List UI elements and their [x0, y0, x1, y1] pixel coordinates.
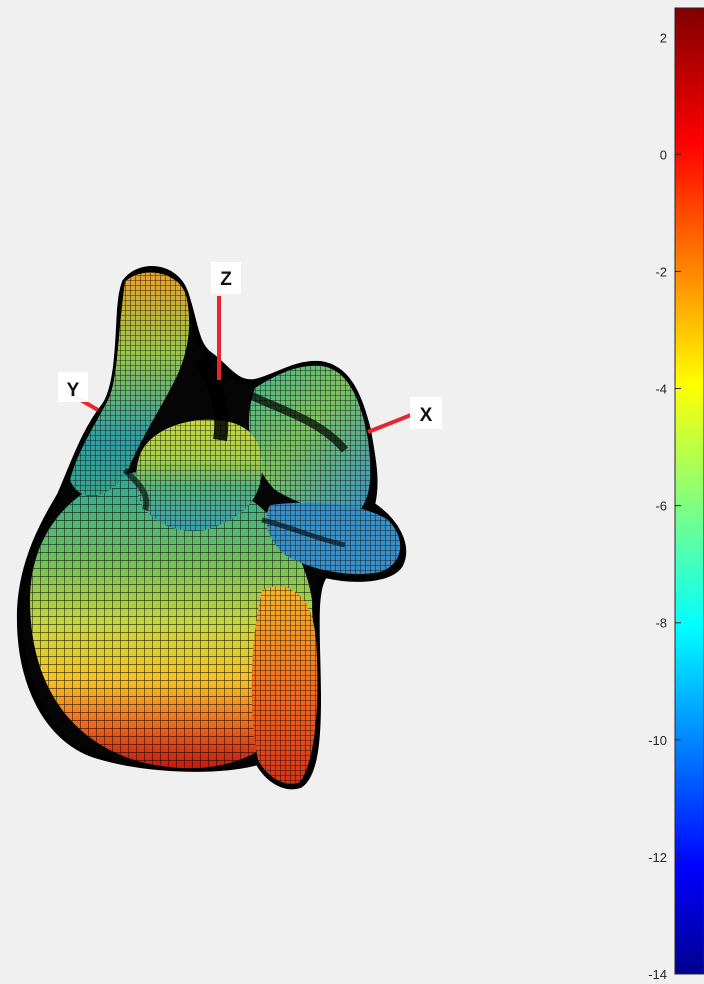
colorbar-tick-label: -2: [655, 264, 667, 279]
x-axis-label: X: [420, 405, 433, 426]
x-axis-line: [367, 411, 417, 434]
y-axis-label: Y: [67, 380, 80, 401]
colorbar-tick-label: -8: [655, 616, 667, 631]
z-axis-label: Z: [220, 269, 232, 290]
colorbar-tick-label: -4: [655, 382, 667, 397]
colorbar: 2 0 -2 -4 -6 -8 -10 -12 -14: [648, 7, 704, 982]
colorbar-tick-label: -14: [648, 967, 667, 982]
colorbar-tick-label: -10: [648, 733, 667, 748]
colorbar-tick-label: 0: [660, 147, 667, 162]
axes-triad: Z X Y: [58, 262, 442, 434]
colorbar-tick-label: 2: [660, 30, 667, 45]
colorbar-tick-label: -6: [655, 499, 667, 514]
colorbar-ticks: 2 0 -2 -4 -6 -8 -10 -12 -14: [648, 30, 681, 982]
colorbar-gradient: [674, 7, 704, 975]
colorbar-tick-label: -12: [648, 850, 667, 865]
surface-plot: [16, 266, 407, 790]
